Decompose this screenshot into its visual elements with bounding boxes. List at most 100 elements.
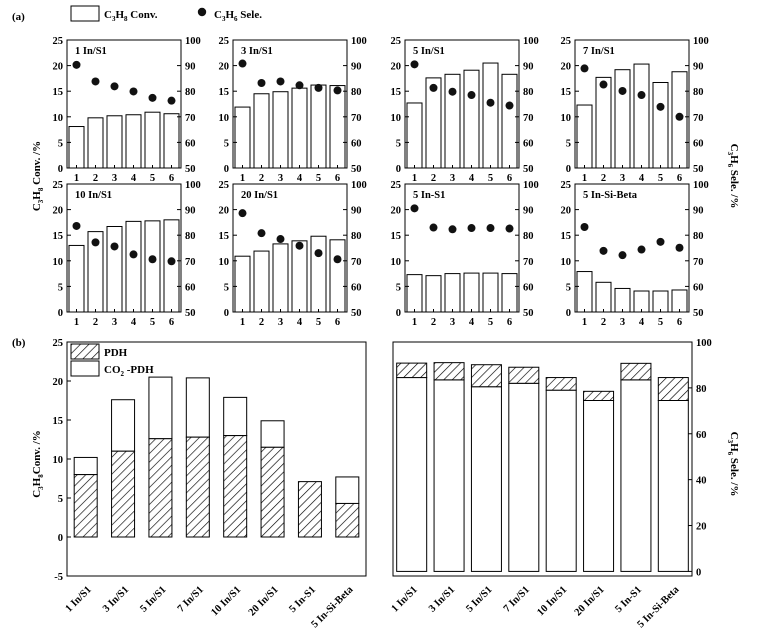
panel-3-right-tick-label: 70 — [523, 113, 534, 124]
panel-8-sele-point-3 — [618, 251, 627, 260]
panel-2-x-tick-label: 4 — [297, 173, 303, 184]
panel-3-left-tick-label: 25 — [391, 36, 402, 47]
panel-6-sele-point-5 — [314, 249, 323, 258]
panel-2-left-tick-label: 20 — [219, 62, 230, 73]
b1-x-tick-label: 5 In/S1 — [138, 584, 168, 614]
panel-7-x-tick-label: 3 — [450, 317, 455, 328]
panel-2-conv-bar-2 — [253, 93, 270, 169]
b1-pdh-bar-1 — [73, 474, 98, 538]
panel-5-x-tick-label: 1 — [74, 317, 79, 328]
b1-x-tick-label: 20 In/S1 — [247, 584, 281, 618]
panel-5-conv-bar-4 — [125, 220, 142, 313]
panel-7-right-tick-label: 60 — [523, 282, 534, 293]
b1-co2-bar-4 — [185, 377, 210, 438]
b2-hatched-bar-3 — [470, 364, 502, 388]
panel-2-conv-bar-4 — [291, 87, 308, 169]
b1-x-tick-label: 5 In-S1 — [287, 584, 318, 615]
b1-pdh-bar-3 — [148, 438, 173, 538]
panel-4-sele-point-5 — [656, 102, 665, 111]
panel-7-left-tick-label: 20 — [391, 206, 402, 217]
panel-6-x-tick-label: 1 — [240, 317, 245, 328]
panel-3-x-tick-label: 1 — [412, 173, 417, 184]
panel-3-x-tick-label: 6 — [507, 173, 512, 184]
panel-8-x-tick-label: 1 — [582, 317, 587, 328]
panel-3-left-tick-label: 20 — [391, 62, 402, 73]
panel-8-right-tick-label: 90 — [693, 206, 704, 217]
panel-3-left-tick-label: 5 — [396, 138, 401, 149]
panel-8-conv-bar-5 — [652, 290, 669, 313]
b1-y-tick-label: 10 — [53, 455, 64, 466]
panel-4-x-tick-label: 3 — [620, 173, 625, 184]
panel-1-conv-bar-4 — [125, 114, 142, 169]
b2-y-tick-label: 60 — [696, 430, 707, 441]
panel-5-right-tick-label: 90 — [185, 206, 196, 217]
panel-6-left-tick-label: 5 — [224, 282, 229, 293]
b2-hatched-bar-5 — [545, 377, 577, 391]
panel-7-conv-bar-1 — [406, 274, 423, 313]
panel-8-right-tick-label: 60 — [693, 282, 704, 293]
panel-1-conv-bar-1 — [68, 126, 85, 169]
panel-4-x-tick-label: 2 — [601, 173, 606, 184]
legend-pdh-label: PDH — [104, 347, 128, 359]
axis-a-left-title: C3H8 Conv. /% — [31, 141, 45, 211]
b1-co2-bar-8 — [335, 476, 360, 504]
b2-x-tick-label: 10 In/S1 — [535, 584, 569, 618]
panel-7-left-tick-label: 5 — [396, 282, 401, 293]
panel-5-conv-bar-3 — [106, 225, 123, 313]
panel-8-left-tick-label: 10 — [561, 257, 572, 268]
panel-6-left-tick-label: 0 — [224, 308, 229, 319]
panel-3-conv-bar-1 — [406, 102, 423, 169]
panel-6-right-tick-label: 90 — [351, 206, 362, 217]
panel-5-sele-point-3 — [110, 242, 119, 251]
panel-8-left-tick-label: 5 — [566, 282, 571, 293]
b2-hatched-bar-6 — [583, 390, 615, 401]
panel-3-right-tick-label: 60 — [523, 138, 534, 149]
panel-3-sele-point-6 — [505, 101, 514, 110]
b2-hatched-bar-8 — [657, 377, 689, 402]
panel-5-x-tick-label: 5 — [150, 317, 155, 328]
panel-6-sele-point-1 — [238, 209, 247, 218]
panel-6-title: 20 In/S1 — [241, 190, 278, 201]
panel-7-sele-point-4 — [467, 224, 476, 233]
panel-2-left-tick-label: 25 — [219, 36, 230, 47]
panel-1-sele-point-3 — [110, 82, 119, 91]
panel-3-right-tick-label: 50 — [523, 164, 534, 175]
panel-4-conv-bar-1 — [576, 104, 593, 169]
panel-5-sele-point-1 — [72, 221, 81, 230]
panel-3-x-tick-label: 5 — [488, 173, 493, 184]
panel-7-sele-point-1 — [410, 204, 419, 213]
b2-x-tick-label: 7 In/S1 — [502, 584, 532, 614]
b2-y-tick-label: 100 — [696, 338, 712, 349]
legend-sele-label: C3H6 Sele. — [214, 9, 262, 23]
panel-1-right-tick-label: 50 — [185, 164, 196, 175]
b1-pdh-bar-7 — [297, 481, 322, 538]
panel-8-x-tick-label: 4 — [639, 317, 645, 328]
panel-6-sele-point-3 — [276, 235, 285, 244]
legend-pdh-swatch — [70, 343, 100, 360]
panel-6-sele-point-4 — [295, 241, 304, 250]
panel-1-x-tick-label: 2 — [93, 173, 98, 184]
panel-1-sele-point-6 — [167, 96, 176, 105]
panel-6-right-tick-label: 60 — [351, 282, 362, 293]
panel-8-x-tick-label: 3 — [620, 317, 625, 328]
panel-6-conv-bar-1 — [234, 255, 251, 313]
panel-1-conv-bar-6 — [163, 113, 180, 169]
panel-7-conv-bar-5 — [482, 272, 499, 313]
panel-4-conv-bar-4 — [633, 63, 650, 169]
b2-hatched-bar-2 — [433, 362, 465, 381]
panel-5-x-tick-label: 2 — [93, 317, 98, 328]
b1-pdh-bar-5 — [223, 435, 248, 538]
panel-2-sele-point-2 — [257, 79, 266, 88]
panel-4-right-tick-label: 70 — [693, 113, 704, 124]
panel-3-right-tick-label: 100 — [523, 36, 539, 47]
panel-7-left-tick-label: 10 — [391, 257, 402, 268]
panel-7-x-tick-label: 2 — [431, 317, 436, 328]
panel-7-right-tick-label: 50 — [523, 308, 534, 319]
panel-7-conv-bar-6 — [501, 273, 518, 313]
panel-5-right-tick-label: 100 — [185, 180, 201, 191]
panel-2-conv-bar-1 — [234, 106, 251, 169]
b2-base-bar-5 — [545, 389, 577, 572]
panel-8-x-tick-label: 5 — [658, 317, 663, 328]
panel-3-sele-point-5 — [486, 98, 495, 107]
